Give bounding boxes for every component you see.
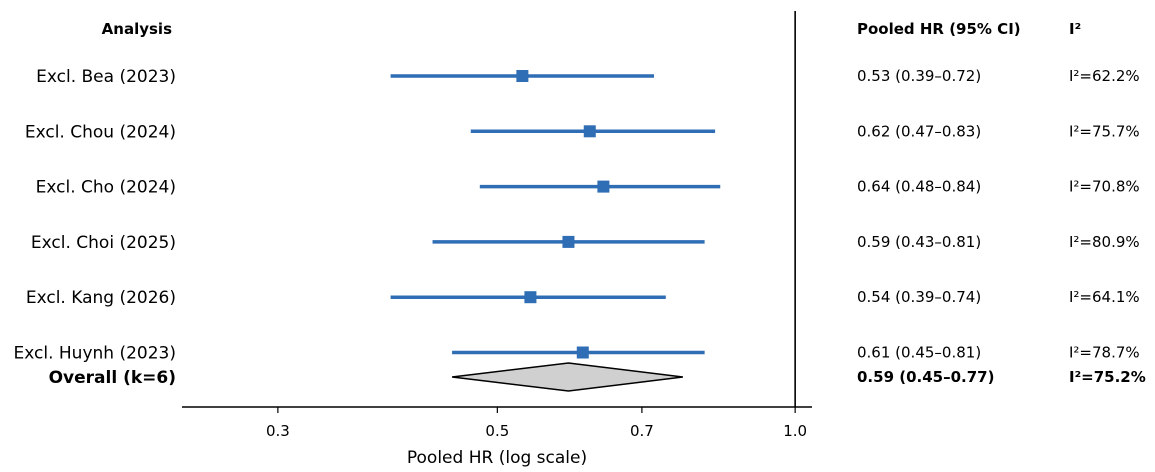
column-headers: Analysis Pooled HR (95% CI) I²: [102, 20, 1081, 38]
i2-text: I²=75.7%: [1069, 122, 1140, 140]
forest-row: Excl. Choi (2025) 0.59 (0.43–0.81) I²=80.9…: [31, 233, 1140, 253]
forest-row: Excl. Huynh (2023) 0.61 (0.45–0.81) I²=78.…: [14, 344, 1140, 364]
ci-text: 0.53 (0.39–0.72): [857, 67, 981, 85]
i2-text: I²=80.9%: [1069, 233, 1140, 251]
forest-row: Excl. Cho (2024) 0.64 (0.48–0.84) I²=70.8%: [36, 178, 1140, 198]
ci-text: 0.54 (0.39–0.74): [857, 288, 981, 306]
hr-marker: [576, 346, 589, 359]
row-label: Excl. Chou (2024): [25, 122, 176, 142]
i2-text: I²=78.7%: [1069, 344, 1140, 362]
hr-marker: [524, 291, 537, 304]
overall-ci-text: 0.59 (0.45–0.77): [857, 368, 994, 386]
x-tick-label: 0.5: [485, 422, 509, 440]
x-tick-label: 0.3: [266, 422, 290, 440]
x-axis-title: Pooled HR (log scale): [407, 448, 587, 468]
ci-text: 0.64 (0.48–0.84): [857, 178, 981, 196]
hr-marker: [583, 125, 596, 138]
hr-marker: [562, 235, 575, 248]
forest-row: Excl. Kang (2026) 0.54 (0.39–0.74) I²=64.1…: [26, 288, 1140, 308]
ci-text: 0.59 (0.43–0.81): [857, 233, 981, 251]
row-label: Excl. Choi (2025): [31, 233, 176, 253]
i2-text: I²=64.1%: [1069, 288, 1140, 306]
row-label: Excl. Huynh (2023): [14, 344, 176, 364]
x-tick-label: 1.0: [783, 422, 807, 440]
hr-marker: [597, 180, 610, 193]
overall-i2-text: I²=75.2%: [1069, 368, 1146, 386]
overall-diamond: [451, 362, 683, 392]
overall-label: Overall (k=6): [49, 368, 176, 388]
row-label: Excl. Cho (2024): [36, 178, 176, 198]
row-label: Excl. Bea (2023): [36, 67, 176, 87]
forest-row: Excl. Bea (2023) 0.53 (0.39–0.72) I²=62.2%: [36, 67, 1140, 87]
x-tick-label: 0.7: [630, 422, 654, 440]
hr-marker: [516, 70, 529, 82]
overall-row: Overall (k=6) 0.59 (0.45–0.77) I²=75.2%: [49, 362, 1146, 392]
i2-text: I²=62.2%: [1069, 67, 1140, 85]
i2-text: I²=70.8%: [1069, 178, 1140, 196]
row-label: Excl. Kang (2026): [26, 288, 176, 308]
x-axis: 0.3 0.5 0.7 1.0: [182, 11, 812, 440]
ci-text: 0.62 (0.47–0.83): [857, 122, 981, 140]
study-rows: Excl. Bea (2023) 0.53 (0.39–0.72) I²=62.2%…: [14, 67, 1140, 364]
header-i2: I²: [1069, 20, 1081, 38]
header-analysis: Analysis: [102, 20, 172, 38]
forest-row: Excl. Chou (2024) 0.62 (0.47–0.83) I²=75.7…: [25, 122, 1140, 142]
header-pooled-hr: Pooled HR (95% CI): [857, 20, 1021, 38]
ci-text: 0.61 (0.45–0.81): [857, 344, 981, 362]
